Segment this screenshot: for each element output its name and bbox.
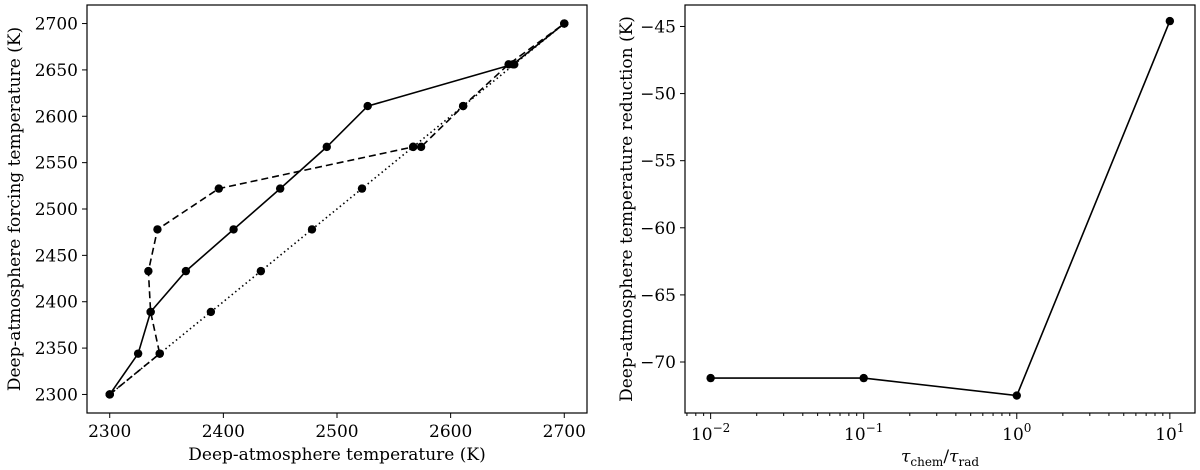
right-y-tick-label: −60 (640, 219, 676, 239)
left-x-tick-label: 2400 (202, 422, 245, 442)
left-x-tick-label: 2700 (543, 422, 586, 442)
right-chart: 10−2 10−1 100 101 −45 −50 −55 −60 −65 −70 τchem/… (617, 4, 1196, 469)
left-x-ticks: 2300 2400 2500 2600 2700 (88, 413, 586, 442)
left-data-point (307, 225, 317, 234)
left-y-tick-label: 2350 (35, 339, 78, 359)
left-data-point (416, 142, 426, 152)
left-data-point (144, 266, 153, 276)
left-x-axis-label: Deep-atmosphere temperature (K) (188, 445, 485, 465)
left-x-tick-label: 2600 (429, 422, 472, 442)
left-x-tick-label: 2500 (315, 422, 358, 442)
left-series-lines (109, 22, 565, 396)
right-x-tick-label: 10−1 (844, 421, 883, 445)
left-data-point (560, 19, 569, 28)
left-series-line-solid (109, 22, 565, 395)
right-data-point (706, 373, 715, 383)
right-x-axis-label: τchem/τrad (901, 447, 979, 469)
left-data-point (214, 184, 224, 193)
right-y-ticks: −45 −50 −55 −60 −65 −70 (640, 17, 685, 373)
left-y-tick-label: 2550 (35, 154, 78, 174)
left-data-point (206, 307, 216, 317)
left-data-point (181, 266, 191, 276)
right-x-tick-label: 10−2 (691, 421, 730, 445)
left-data-point (357, 184, 367, 193)
left-y-tick-label: 2700 (35, 15, 78, 35)
right-y-tick-label: −45 (640, 17, 676, 37)
left-y-ticks: 2300 2350 2400 2450 2500 2550 2600 2650 2700 (35, 15, 87, 405)
left-y-tick-label: 2500 (35, 200, 78, 220)
right-data-point (1165, 16, 1175, 26)
left-data-point (275, 184, 285, 193)
right-plot-frame (684, 4, 1196, 414)
left-y-tick-label: 2450 (35, 246, 78, 266)
left-data-point (105, 390, 114, 399)
left-data-point (256, 266, 266, 276)
left-chart: 2300 2400 2500 2600 2700 2300 2350 2400 2450 250… (5, 4, 588, 465)
right-y-tick-label: −50 (640, 85, 676, 105)
right-data-point (859, 373, 868, 383)
right-y-tick-label: −55 (640, 152, 676, 172)
left-data-point (322, 142, 331, 152)
left-y-tick-label: 2650 (35, 61, 78, 81)
left-y-tick-label: 2600 (35, 107, 78, 127)
right-y-tick-label: −65 (640, 286, 676, 306)
left-data-point (146, 307, 155, 317)
left-data-point (229, 225, 238, 234)
right-series-lines (710, 20, 1171, 397)
left-data-point (133, 349, 143, 358)
right-y-tick-label: −70 (640, 353, 676, 373)
right-x-tick-label: 100 (1002, 421, 1031, 445)
left-y-tick-label: 2400 (35, 293, 78, 313)
left-data-point (458, 101, 468, 111)
left-x-tick-label: 2300 (88, 422, 131, 442)
right-x-ticks: 10−2 10−1 100 101 (686, 413, 1184, 445)
left-y-tick-label: 2300 (35, 385, 78, 405)
left-data-point (153, 225, 162, 234)
right-series-points (706, 16, 1175, 400)
right-x-tick-label: 101 (1155, 421, 1184, 445)
right-series-line (710, 20, 1171, 397)
left-data-point (408, 142, 418, 152)
right-y-axis-label: Deep-atmosphere temperature reduction (K… (617, 16, 637, 402)
left-y-axis-label: Deep-atmosphere forcing temperature (K) (5, 27, 25, 391)
right-data-point (1012, 391, 1021, 400)
left-series-line-dotted (109, 22, 565, 396)
left-data-point (363, 101, 372, 111)
left-data-point (155, 349, 164, 358)
left-data-point (510, 60, 519, 69)
left-series-points (105, 19, 569, 399)
